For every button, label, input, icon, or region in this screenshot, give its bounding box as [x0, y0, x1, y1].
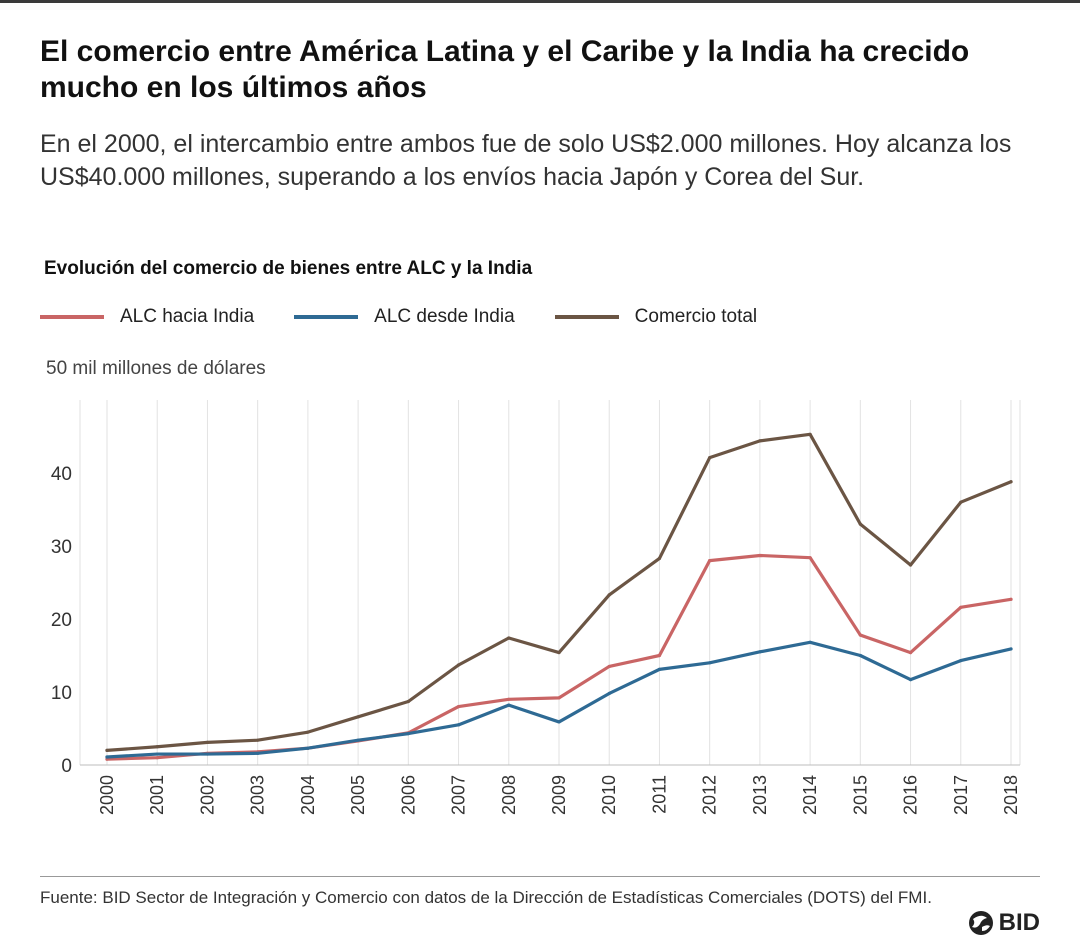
data-point-alc-hacia-india-2008 [507, 697, 511, 701]
data-point-comercio-total-2018 [1009, 480, 1013, 484]
y-tick-label-20: 20 [51, 610, 72, 631]
data-point-alc-desde-india-2010 [607, 691, 611, 696]
x-tick-label-2017: 2017 [951, 775, 971, 815]
y-tick-label-40: 40 [51, 464, 72, 485]
x-tick-label-2005: 2005 [348, 775, 368, 815]
x-tick-label-2003: 2003 [248, 775, 268, 815]
legend-swatch-total [554, 315, 619, 319]
data-point-comercio-total-2000 [105, 748, 109, 752]
data-point-comercio-total-2017 [959, 500, 963, 504]
data-point-alc-hacia-india-2016 [908, 650, 913, 655]
top-rule [0, 0, 1080, 3]
legend-item-total: Comercio total [554, 306, 758, 328]
data-point-alc-desde-india-2008 [507, 703, 511, 707]
y-tick-label-30: 30 [51, 537, 72, 558]
legend-item-alc-desde: ALC desde India [294, 306, 515, 328]
data-point-alc-hacia-india-2015 [858, 633, 862, 637]
x-tick-label-2007: 2007 [449, 775, 469, 815]
data-point-alc-hacia-india-2011 [657, 653, 662, 658]
x-tick-label-2016: 2016 [901, 775, 921, 815]
x-tick-label-2013: 2013 [750, 775, 770, 815]
legend-swatch-alc-desde [294, 315, 359, 319]
x-tick-label-2006: 2006 [398, 775, 418, 815]
data-point-alc-desde-india-2000 [105, 755, 109, 759]
data-point-comercio-total-2012 [708, 456, 712, 460]
data-point-alc-hacia-india-2010 [607, 664, 611, 669]
x-tick-label-2008: 2008 [499, 775, 519, 815]
bid-logo-icon [968, 911, 993, 935]
data-point-alc-desde-india-2007 [456, 723, 461, 727]
x-tick-label-2010: 2010 [599, 775, 619, 815]
page-title: El comercio entre América Latina y el Ca… [40, 35, 970, 104]
x-tick-label-2011: 2011 [649, 775, 669, 814]
data-point-alc-desde-india-2002 [205, 752, 210, 756]
data-point-alc-hacia-india-2001 [155, 756, 159, 760]
data-point-comercio-total-2006 [406, 699, 410, 704]
bid-logo-text: BID [998, 909, 1040, 936]
data-point-comercio-total-2005 [356, 715, 360, 719]
x-tick-label-2001: 2001 [147, 775, 167, 815]
line-chart: 0 10 20 30 40 2000 2001 2002 2003 2004 2005 2006 200… [51, 400, 1021, 815]
y-tick-label-0: 0 [61, 756, 72, 777]
data-point-alc-hacia-india-2014 [808, 556, 812, 560]
x-tick-label-2000: 2000 [97, 775, 117, 815]
data-point-alc-desde-india-2018 [1009, 647, 1013, 651]
data-point-alc-hacia-india-2007 [456, 705, 461, 709]
data-point-alc-hacia-india-2013 [758, 553, 762, 558]
data-point-comercio-total-2003 [256, 738, 260, 742]
data-point-alc-desde-india-2013 [758, 650, 762, 654]
data-point-alc-hacia-india-2018 [1009, 597, 1013, 601]
page-subtitle: En el 2000, el intercambio entre ambos f… [40, 130, 1012, 191]
data-point-comercio-total-2009 [557, 650, 561, 655]
data-point-alc-hacia-india-2017 [959, 605, 963, 609]
data-point-comercio-total-2008 [507, 636, 511, 640]
legend-item-alc-hacia: ALC hacia India [40, 306, 254, 328]
data-point-comercio-total-2004 [306, 730, 310, 734]
data-point-comercio-total-2016 [908, 563, 913, 567]
data-point-alc-hacia-india-2012 [708, 559, 712, 563]
data-point-alc-desde-india-2017 [959, 659, 963, 663]
footer-rule [40, 876, 1040, 877]
data-point-comercio-total-2001 [155, 745, 159, 749]
x-tick-label-2002: 2002 [197, 775, 217, 815]
chart-legend: ALC hacia India ALC desde India Comercio… [40, 304, 797, 330]
data-point-alc-desde-india-2009 [557, 720, 561, 724]
x-tick-label-2014: 2014 [800, 775, 820, 815]
data-point-alc-desde-india-2011 [657, 667, 662, 671]
source-note: Fuente: BID Sector de Integración y Come… [40, 888, 932, 907]
legend-swatch-alc-hacia [40, 315, 104, 319]
data-point-alc-desde-india-2005 [356, 738, 360, 742]
data-point-alc-desde-india-2012 [708, 661, 712, 665]
x-tick-label-2018: 2018 [1001, 775, 1021, 815]
y-tick-label-10: 10 [51, 683, 72, 704]
legend-label-total: Comercio total [634, 306, 758, 327]
data-point-comercio-total-2007 [456, 663, 461, 667]
data-point-comercio-total-2011 [657, 556, 662, 561]
y-axis-unit-label: 50 mil millones de dólares [46, 358, 266, 379]
x-tick-label-2004: 2004 [298, 775, 318, 815]
chart-title: Evolución del comercio de bienes entre A… [44, 258, 533, 279]
data-point-alc-desde-india-2016 [908, 677, 913, 682]
data-point-alc-desde-india-2015 [858, 653, 862, 658]
data-point-comercio-total-2015 [858, 522, 862, 526]
data-point-alc-hacia-india-2009 [557, 696, 561, 700]
data-point-alc-desde-india-2004 [306, 746, 310, 750]
data-point-comercio-total-2002 [205, 740, 210, 744]
data-point-comercio-total-2010 [607, 593, 611, 597]
bid-logo: BID [967, 908, 1040, 938]
data-point-alc-desde-india-2014 [808, 640, 812, 644]
data-point-alc-desde-india-2001 [155, 752, 159, 756]
legend-label-alc-hacia: ALC hacia India [120, 306, 255, 327]
x-tick-label-2012: 2012 [700, 775, 720, 815]
x-tick-label-2009: 2009 [549, 775, 569, 815]
x-tick-label-2015: 2015 [850, 775, 870, 815]
legend-label-alc-desde: ALC desde India [374, 306, 515, 327]
data-point-comercio-total-2014 [808, 432, 812, 436]
data-point-alc-desde-india-2006 [406, 732, 410, 736]
data-point-alc-desde-india-2003 [256, 751, 260, 755]
data-point-comercio-total-2013 [758, 439, 762, 443]
